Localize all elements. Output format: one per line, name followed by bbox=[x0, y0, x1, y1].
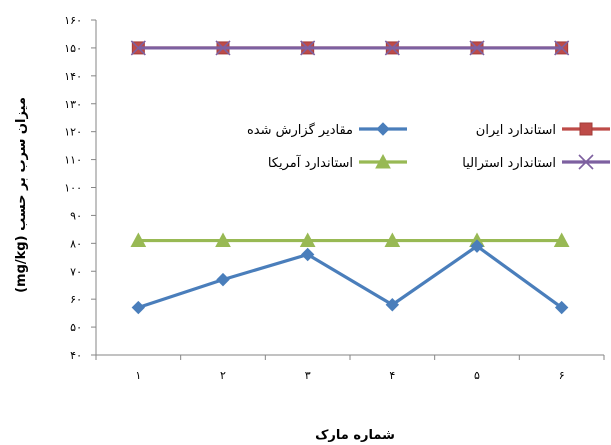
y-axis-title: میزان سرب بر حسب (mg/kg) bbox=[14, 97, 29, 293]
y-tick-label: ۴۰ bbox=[70, 349, 82, 362]
series-line bbox=[137, 244, 563, 310]
data-point bbox=[554, 40, 570, 56]
legend-swatch-marker bbox=[578, 154, 594, 170]
legend-swatch-marker bbox=[376, 122, 390, 136]
x-tick-label: ۲ bbox=[220, 369, 226, 382]
y-tick-label: ۱۰۰ bbox=[64, 182, 82, 195]
legend-item: مقادیر گزارش شده bbox=[247, 122, 407, 138]
series-3 bbox=[130, 40, 570, 56]
y-tick-label: ۵۰ bbox=[70, 321, 82, 334]
data-point bbox=[130, 232, 147, 248]
data-point bbox=[385, 298, 400, 312]
data-point bbox=[215, 232, 231, 248]
legend-item: استاندارد استرالیا bbox=[462, 154, 610, 171]
data-point bbox=[216, 272, 230, 287]
data-point bbox=[300, 247, 315, 262]
data-point bbox=[384, 232, 401, 248]
data-point bbox=[300, 40, 316, 56]
chart-series bbox=[130, 40, 570, 315]
y-tick-label: ۱۲۰ bbox=[64, 126, 82, 139]
data-point bbox=[384, 40, 400, 56]
series-2 bbox=[130, 232, 570, 248]
y-tick-label: ۶۰ bbox=[70, 293, 82, 306]
data-point bbox=[554, 300, 569, 315]
legend-label: استاندارد ایران bbox=[476, 123, 556, 138]
data-point bbox=[469, 40, 485, 56]
y-tick-label: ۸۰ bbox=[70, 237, 82, 250]
legend-item: استاندارد ایران bbox=[476, 122, 610, 138]
chart-legend: مقادیر گزارش شده استاندارد ایران استاندارد… bbox=[247, 122, 610, 171]
y-tick-label: ۱۵۰ bbox=[64, 42, 82, 55]
data-point bbox=[553, 232, 570, 248]
legend-item: استاندارد آمریکا bbox=[268, 153, 407, 171]
x-tick-label: ۴ bbox=[389, 369, 395, 382]
data-point bbox=[215, 40, 231, 56]
data-point bbox=[299, 232, 316, 248]
legend-label: مقادیر گزارش شده bbox=[247, 122, 353, 138]
x-tick-label: ۳ bbox=[305, 369, 311, 382]
y-tick-label: ۱۱۰ bbox=[64, 154, 82, 167]
x-axis-title: شماره مارک bbox=[315, 428, 395, 443]
y-tick-label: ۱۳۰ bbox=[64, 98, 82, 111]
x-tick-label: ۶ bbox=[559, 369, 565, 382]
x-tick-label: ۵ bbox=[474, 369, 480, 382]
legend-swatch-marker bbox=[375, 153, 391, 169]
y-tick-label: ۱۶۰ bbox=[64, 14, 82, 27]
legend-label: استاندارد آمریکا bbox=[268, 154, 353, 171]
chart-axes: ۴۰ ۵۰ ۶۰ ۷۰ ۸۰ ۹۰ ۱۰۰ ۱۱۰ ۱۲۰ ۱۳۰ ۱۴۰ ۱۵۰ ۱۶۰ ۱ ۲ ۳ ۴ ۵ ۶ bbox=[64, 14, 605, 382]
series-0 bbox=[131, 239, 569, 315]
legend-label: استاندارد استرالیا bbox=[462, 156, 556, 171]
x-tick-label: ۱ bbox=[135, 369, 141, 382]
data-point bbox=[130, 40, 146, 56]
data-point bbox=[470, 239, 484, 253]
y-tick-label: ۱۴۰ bbox=[64, 70, 82, 83]
legend-swatch-marker bbox=[579, 122, 593, 136]
y-tick-label: ۷۰ bbox=[70, 265, 82, 278]
data-point bbox=[131, 300, 146, 315]
y-tick-label: ۹۰ bbox=[70, 209, 82, 222]
